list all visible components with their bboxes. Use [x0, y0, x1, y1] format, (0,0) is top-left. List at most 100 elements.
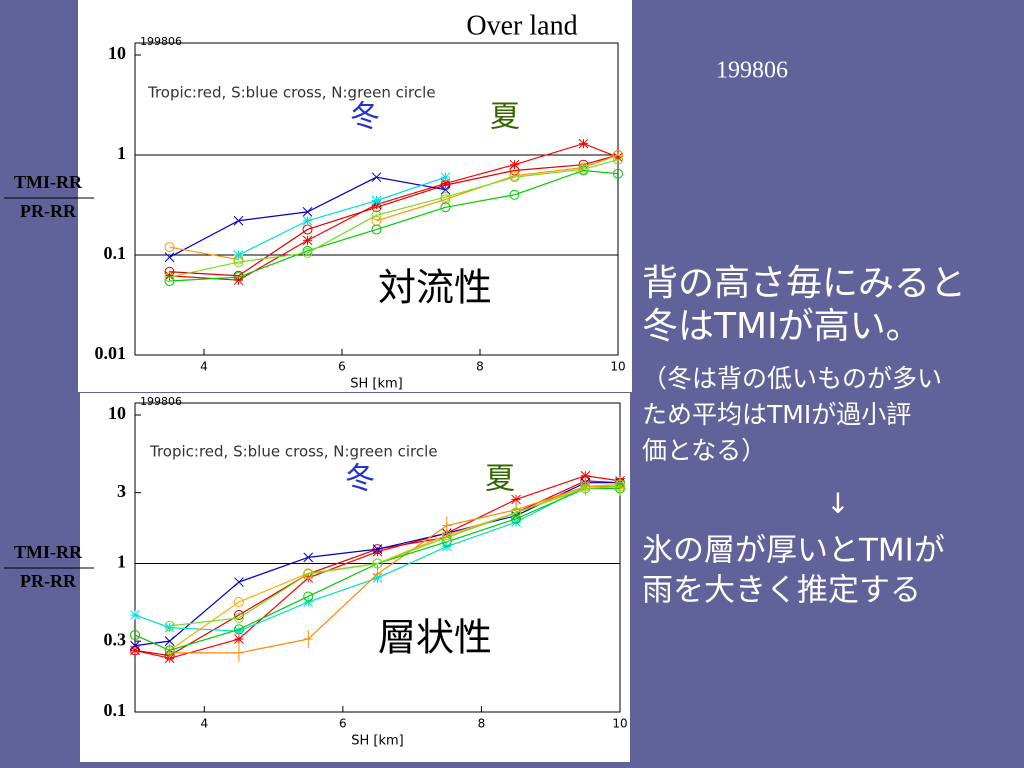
- marker: [130, 610, 140, 620]
- summer-label: 夏: [485, 462, 515, 497]
- series-line: [169, 142, 619, 281]
- marker: [511, 507, 522, 518]
- marker: [372, 546, 383, 557]
- marker: [130, 645, 140, 656]
- marker: [371, 224, 382, 235]
- marker: [372, 544, 383, 554]
- x-axis-label: SH [km]: [351, 734, 404, 749]
- marker: [164, 275, 175, 286]
- y-tick-label: 10: [108, 43, 126, 63]
- series-line: [169, 169, 619, 282]
- marker: [233, 597, 244, 608]
- marker: [164, 645, 175, 656]
- y-tick-label: 1: [117, 143, 126, 163]
- marker: [233, 257, 244, 268]
- marker: [303, 597, 314, 607]
- marker: [234, 634, 244, 644]
- marker: [302, 247, 313, 258]
- marker: [303, 591, 314, 602]
- marker: [303, 568, 314, 579]
- x-tick-label: 6: [339, 717, 347, 731]
- series-line: [238, 176, 446, 256]
- marker: [164, 620, 175, 631]
- winter-label: 冬: [345, 462, 375, 497]
- marker: [440, 178, 451, 189]
- slide-text: ため平均はTMIが過小評: [642, 400, 911, 429]
- y-label-bottom: PR-RR: [20, 571, 77, 591]
- marker: [441, 532, 452, 543]
- date: 199806: [716, 58, 788, 84]
- plot-frame: [134, 402, 621, 713]
- marker: [233, 215, 244, 226]
- marker: [440, 184, 451, 195]
- y-tick-label: 0.1: [104, 243, 127, 263]
- y-tick-label: 3: [117, 481, 126, 501]
- chart-title: Over land: [466, 10, 577, 41]
- marker: [615, 481, 625, 492]
- marker: [511, 500, 521, 519]
- chart: 0.1 0.3 1 3 10 4 6 8 10 SH [km] 199806 Tropic:red, …: [4, 395, 628, 749]
- marker: [130, 640, 140, 651]
- chart-panel: [78, 0, 632, 392]
- stamp: 199806: [140, 395, 182, 408]
- marker: [511, 513, 522, 524]
- marker: [613, 168, 623, 179]
- marker: [511, 517, 521, 527]
- marker: [302, 207, 313, 217]
- marker: [234, 643, 244, 662]
- marker: [164, 272, 175, 283]
- x-tick-label: 10: [612, 717, 627, 731]
- marker: [234, 577, 244, 587]
- y-tick-label: 0.1: [104, 700, 127, 720]
- slide-text: 価となる）: [642, 436, 766, 465]
- slide-text: 雨を大きく推定する: [642, 573, 921, 609]
- marker: [164, 242, 175, 253]
- marker: [578, 164, 589, 175]
- x-tick-label: 8: [476, 360, 484, 374]
- chart: 0.01 0.1 1 10 4 6 8 10 SH [km] 199806 Tropic:red, …: [4, 10, 626, 392]
- series-line: [169, 158, 619, 278]
- type-label: 層状性: [378, 616, 492, 660]
- x-tick-label: 8: [478, 717, 486, 731]
- note: Tropic:red, S:blue cross, N:green circle: [149, 443, 438, 461]
- series-line: [169, 485, 621, 627]
- marker: [164, 636, 175, 647]
- y-tick-label: 10: [108, 403, 126, 423]
- marker: [440, 194, 451, 205]
- marker: [442, 516, 452, 535]
- y-tick-label: 0.01: [95, 343, 127, 363]
- chart-panel: [80, 393, 630, 762]
- summer-label: 夏: [490, 100, 520, 135]
- slide-text: （冬は背の低いものが多い: [642, 364, 942, 393]
- marker: [302, 215, 313, 226]
- slide-text: 背の高さ毎にみると: [642, 263, 966, 304]
- stamp: 199806: [140, 35, 182, 48]
- y-label-top: TMI-RR: [14, 172, 83, 192]
- marker: [234, 626, 244, 637]
- marker: [371, 195, 382, 206]
- marker: [233, 612, 244, 623]
- marker: [130, 630, 140, 641]
- marker: [613, 154, 623, 165]
- slide-text: 氷の層が厚いとTMIが: [642, 533, 945, 569]
- marker: [164, 252, 175, 263]
- marker: [440, 172, 451, 183]
- marker: [303, 552, 314, 563]
- marker: [371, 172, 382, 183]
- marker: [613, 152, 623, 163]
- type-label: 対流性: [378, 266, 492, 310]
- marker: [371, 210, 382, 221]
- marker: [440, 202, 451, 213]
- y-label-top: TMI-RR: [14, 542, 83, 562]
- marker: [509, 159, 520, 170]
- series-line: [169, 154, 619, 277]
- marker: [233, 254, 244, 265]
- marker: [613, 150, 623, 160]
- marker: [233, 272, 244, 283]
- y-tick-label: 1: [117, 552, 126, 572]
- x-axis-label: SH [km]: [350, 377, 403, 392]
- slide-text: ↓: [826, 487, 849, 520]
- x-tick-label: 4: [200, 360, 208, 374]
